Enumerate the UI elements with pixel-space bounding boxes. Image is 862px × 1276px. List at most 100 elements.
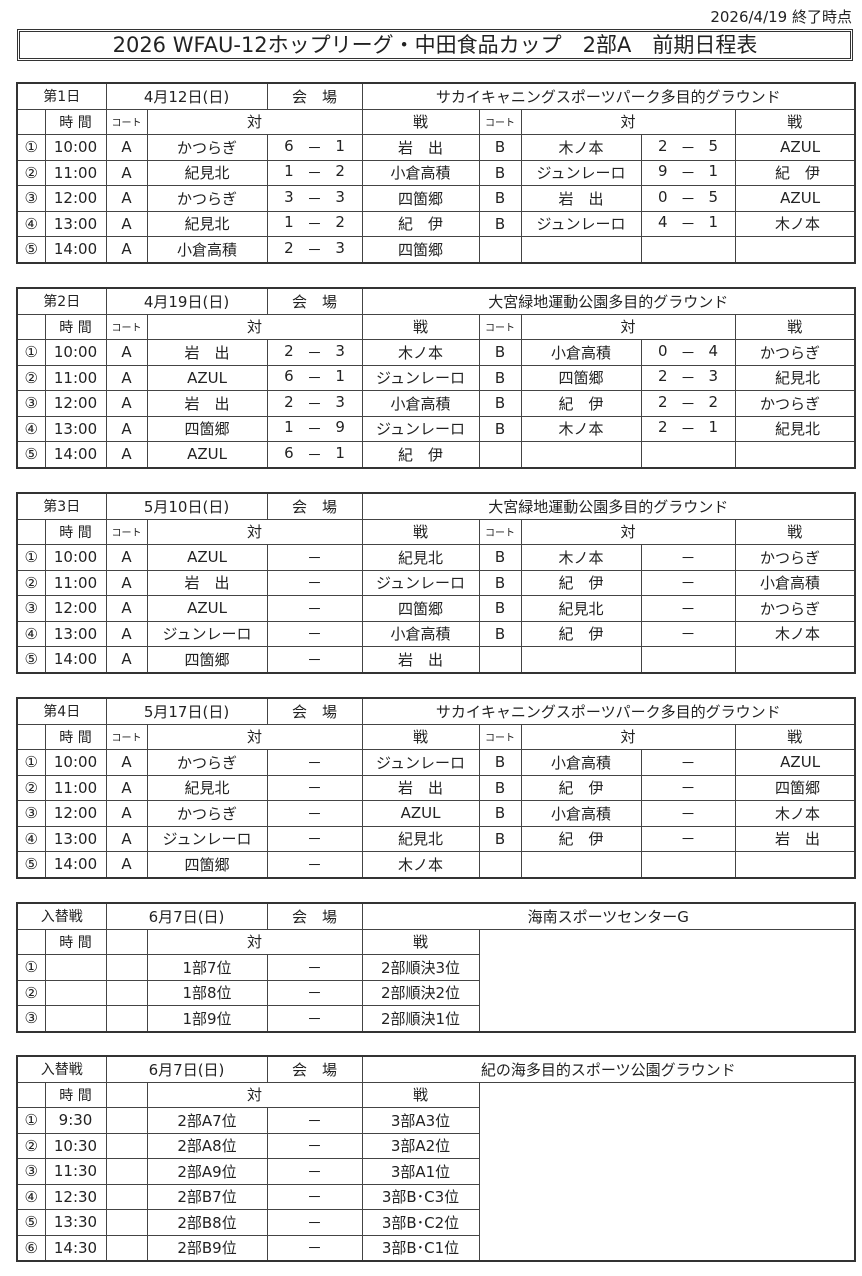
score-separator: － <box>307 445 323 464</box>
score-separator: － <box>680 804 696 823</box>
match-number: ① <box>16 954 46 981</box>
home-score: 9 <box>657 162 668 181</box>
away-team: かつらぎ <box>734 339 856 366</box>
kickoff-time: 14:30 <box>44 1234 107 1262</box>
court: B <box>478 210 522 237</box>
section-header-row: 第4日 5月17日(日) 会 場サカイキャニングスポーツパーク多目的グラウンド <box>16 697 856 725</box>
home-team: 2部B7位 <box>146 1183 268 1210</box>
playoff-row: ③ 11:30 2部A9位－ 3部A1位 <box>16 1158 855 1185</box>
venue-name: 紀の海多目的スポーツ公園グラウンド <box>361 1055 856 1083</box>
court: A <box>105 851 148 878</box>
court: A <box>105 800 148 827</box>
kickoff-time: 11:00 <box>44 774 107 801</box>
match-date: 5月10日(日) <box>105 492 268 520</box>
home-team: 紀見北 <box>520 595 642 622</box>
court: B <box>478 364 522 391</box>
kickoff-time: 9:30 <box>44 1107 107 1134</box>
playoff-row: ④ 12:30 2部B7位－ 3部B･C3位 <box>16 1183 855 1210</box>
court: B <box>478 825 522 852</box>
match-row: ⑤ 14:00 A 四箇郷 － 岩 出 <box>16 646 856 673</box>
score-separator: － <box>307 574 323 593</box>
versus-header-2: 戦 <box>734 313 856 340</box>
versus-header-2: 戦 <box>361 313 480 340</box>
away-team: 小倉高積 <box>734 569 856 596</box>
home-team: 岩 出 <box>146 339 268 366</box>
kickoff-time: 11:00 <box>44 364 107 391</box>
column-header-row: 時 間コート対戦コート対戦 <box>16 518 856 545</box>
score: 6 － 1 <box>266 364 363 391</box>
day-schedule-table: 第3日 5月10日(日) 会 場大宮緑地運動公園多目的グラウンド時 間コート対戦コー… <box>16 492 857 674</box>
court: A <box>105 390 148 417</box>
match-number: ① <box>16 339 46 366</box>
section-header-row: 第3日 5月10日(日) 会 場大宮緑地運動公園多目的グラウンド <box>16 492 856 520</box>
court: A <box>105 339 148 366</box>
score-separator: － <box>307 625 323 644</box>
away-team: ジュンレーロ <box>361 569 480 596</box>
court: B <box>478 415 522 442</box>
away-score: 9 <box>335 418 345 437</box>
home-team: 木ノ本 <box>520 544 642 571</box>
home-team: 1部9位 <box>146 1005 268 1032</box>
kickoff-time: 12:00 <box>44 390 107 417</box>
court-header: コート <box>105 518 148 545</box>
away-team <box>734 236 856 263</box>
home-team: 木ノ本 <box>520 415 642 442</box>
away-team: かつらぎ <box>734 390 856 417</box>
score <box>640 646 736 673</box>
score-separator: － <box>680 779 696 798</box>
court: B <box>478 595 522 622</box>
home-score: 6 <box>284 367 294 386</box>
home-team: 2部A7位 <box>146 1107 268 1134</box>
home-team: AZUL <box>146 364 268 391</box>
score-separator: － <box>307 830 323 849</box>
kickoff-time: 14:00 <box>44 646 107 673</box>
match-row: ⑤ 14:00 A 小倉高積 2 － 3 四箇郷 <box>16 236 856 263</box>
home-team: 岩 出 <box>520 185 642 212</box>
home-team: 紀 伊 <box>520 774 642 801</box>
score: 2 － 2 <box>640 390 736 417</box>
match-number: ⑤ <box>16 441 46 468</box>
section-label: 第1日 <box>16 82 107 110</box>
match-row: ④ 13:00 A 紀見北 1 － 2 紀 伊 B ジュンレーロ 4 － 1 木ノ本 <box>16 210 856 237</box>
away-score: 1 <box>708 213 718 232</box>
section-label: 第2日 <box>16 287 107 315</box>
home-team: 紀見北 <box>146 774 268 801</box>
match-number: ① <box>16 1107 46 1134</box>
away-team: AZUL <box>734 134 856 161</box>
match-number: ② <box>16 159 46 186</box>
court: A <box>105 364 148 391</box>
away-score: 1 <box>335 136 345 155</box>
day-schedule-table: 第4日 5月17日(日) 会 場サカイキャニングスポーツパーク多目的グラウンド時 間… <box>16 697 857 879</box>
court: B <box>478 749 522 776</box>
away-team: 3部B･C1位 <box>361 1234 480 1262</box>
score-separator: － <box>307 779 323 798</box>
score: － <box>640 620 736 647</box>
court: A <box>105 236 148 263</box>
match-number: ④ <box>16 1183 46 1210</box>
court-header: コート <box>478 313 522 340</box>
court: A <box>105 134 148 161</box>
home-team: 岩 出 <box>146 569 268 596</box>
match-row: ① 10:00 A 岩 出 2 － 3 木ノ本 B 小倉高積 0 － 4 かつらぎ <box>16 339 856 366</box>
score: － <box>266 851 363 878</box>
away-score: 1 <box>708 162 718 181</box>
away-team: 3部A1位 <box>361 1158 480 1185</box>
court-header: コート <box>478 723 522 750</box>
versus-header-2: 戦 <box>361 518 480 545</box>
score: 6 － 1 <box>266 441 363 468</box>
score <box>640 441 736 468</box>
court: A <box>105 774 148 801</box>
venue-label: 会 場 <box>266 697 363 725</box>
score-separator: － <box>307 343 323 362</box>
score: 2 － 1 <box>640 415 736 442</box>
home-team: ジュンレーロ <box>146 620 268 647</box>
away-score: 3 <box>335 187 345 206</box>
score: － <box>640 800 736 827</box>
venue-label: 会 場 <box>266 1055 363 1083</box>
away-team: 木ノ本 <box>734 800 856 827</box>
match-number: ③ <box>16 595 46 622</box>
score-separator: － <box>266 979 363 1006</box>
kickoff-time: 11:00 <box>44 569 107 596</box>
away-team: 木ノ本 <box>361 339 480 366</box>
